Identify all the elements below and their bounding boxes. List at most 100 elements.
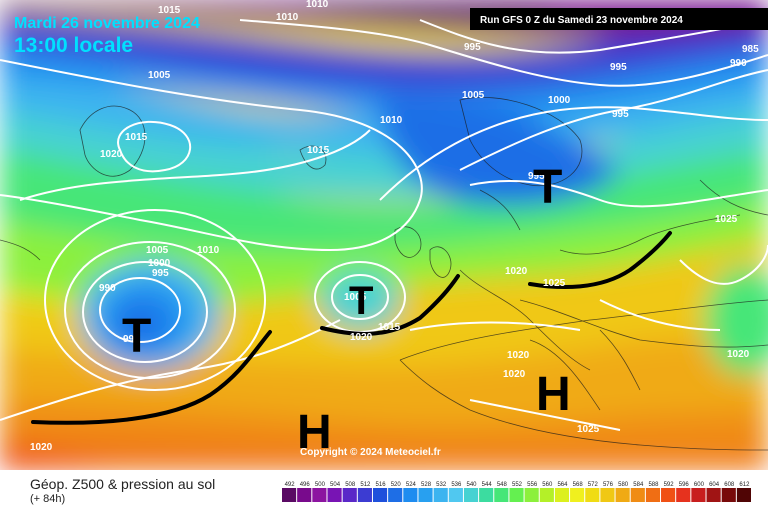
scale-swatch xyxy=(327,488,342,502)
isobar-label: 1025 xyxy=(577,424,600,435)
isobar-label: 1000 xyxy=(148,258,171,269)
scale-swatch xyxy=(585,488,600,502)
scale-swatch xyxy=(312,488,327,502)
scale-swatch xyxy=(600,488,615,502)
forecast-date: Mardi 26 novembre 2024 xyxy=(14,15,200,32)
troughs xyxy=(31,231,672,425)
isobar-label: 1000 xyxy=(548,95,571,106)
isobar-label: 985 xyxy=(742,44,759,55)
isobar-label: 995 xyxy=(152,268,169,279)
isobar-label: 995 xyxy=(123,334,140,345)
scale-tick-label: 568 xyxy=(573,482,584,488)
isobar-label: 1005 xyxy=(148,70,171,81)
isobar-label: 1020 xyxy=(507,350,530,361)
high-pressure-marker: H xyxy=(297,406,332,459)
scale-tick-label: 536 xyxy=(451,482,462,488)
scale-tick-label: 544 xyxy=(482,482,493,488)
scale-tick-label: 540 xyxy=(467,482,478,488)
isobar-label: 1015 xyxy=(307,145,330,156)
scale-tick-label: 520 xyxy=(391,482,402,488)
isobar-label: 1005 xyxy=(344,292,367,303)
scale-swatch xyxy=(706,488,721,502)
isobar-label: 990 xyxy=(730,58,747,69)
scale-tick-label: 604 xyxy=(709,482,720,488)
isobar-label: 1025 xyxy=(543,278,566,289)
scale-swatch xyxy=(297,488,312,502)
run-banner xyxy=(470,8,768,30)
isobar-label: 1020 xyxy=(727,349,750,360)
scale-swatch xyxy=(676,488,691,502)
legend-title: Géop. Z500 & pression au sol xyxy=(30,476,216,492)
scale-tick-label: 564 xyxy=(557,482,568,488)
low-pressure-marker: T xyxy=(122,310,151,363)
scale-swatch xyxy=(615,488,630,502)
isobar-label: 1015 xyxy=(158,5,181,16)
scale-swatch xyxy=(479,488,494,502)
scale-tick-label: 524 xyxy=(406,482,417,488)
isobar-label: 1010 xyxy=(380,115,403,126)
scale-swatch xyxy=(509,488,524,502)
scale-tick-label: 592 xyxy=(664,482,675,488)
scale-swatch xyxy=(721,488,736,502)
isobar-label: 1015 xyxy=(125,132,148,143)
scale-tick-label: 560 xyxy=(542,482,553,488)
isobar-labels: 1015 1010 1010 995 995 985 990 1005 1005… xyxy=(30,0,759,453)
scale-swatch xyxy=(388,488,403,502)
scale-tick-label: 572 xyxy=(588,482,599,488)
scale-swatch xyxy=(494,488,509,502)
scale-swatch xyxy=(691,488,706,502)
scale-swatch xyxy=(570,488,585,502)
high-pressure-marker: H xyxy=(536,368,571,421)
isobar-label: 1020 xyxy=(350,332,373,343)
isobar-label: 995 xyxy=(612,109,629,120)
scale-tick-label: 588 xyxy=(648,482,659,488)
scale-swatch xyxy=(418,488,433,502)
isobar-label: 1010 xyxy=(276,12,299,23)
scale-tick-label: 496 xyxy=(300,482,311,488)
scale-tick-label: 532 xyxy=(436,482,447,488)
isobar-label: 1020 xyxy=(505,266,528,277)
scale-tick-label: 528 xyxy=(421,482,432,488)
scale-tick-label: 512 xyxy=(360,482,371,488)
scale-swatch xyxy=(433,488,448,502)
map-header: Mardi 26 novembre 2024 13:00 locale Run … xyxy=(14,8,768,458)
scale-swatch xyxy=(342,488,357,502)
scale-swatch xyxy=(736,488,751,502)
low-pressure-marker: T xyxy=(349,279,373,323)
scale-tick-label: 612 xyxy=(739,482,750,488)
low-pressure-marker: T xyxy=(533,161,562,214)
isobar-label: 1025 xyxy=(715,214,738,225)
scale-tick-label: 548 xyxy=(497,482,508,488)
scale-swatch xyxy=(448,488,463,502)
isobar-label: 990 xyxy=(99,283,116,294)
scale-tick-label: 504 xyxy=(330,482,341,488)
run-info: Run GFS 0 Z du Samedi 23 novembre 2024 xyxy=(480,15,683,26)
scale-swatch xyxy=(524,488,539,502)
isobar-label: 1020 xyxy=(100,149,123,160)
color-scale: 492 496 500 504 508 512 516 520 524 528 532 536 540 5… xyxy=(282,482,751,502)
coastlines xyxy=(0,97,768,451)
scale-swatch xyxy=(630,488,645,502)
scale-tick-label: 608 xyxy=(724,482,735,488)
scale-swatch xyxy=(661,488,676,502)
scale-tick-label: 596 xyxy=(679,482,690,488)
scale-tick-label: 516 xyxy=(376,482,387,488)
scale-tick-label: 552 xyxy=(512,482,523,488)
scale-tick-label: 556 xyxy=(527,482,538,488)
scale-swatch xyxy=(554,488,570,502)
isobar-label: 1015 xyxy=(378,322,401,333)
scale-tick-label: 580 xyxy=(618,482,629,488)
scale-swatch xyxy=(539,488,554,502)
isobar-label: 1020 xyxy=(30,442,53,453)
copyright: Copyright © 2024 Meteociel.fr xyxy=(300,447,441,458)
scale-tick-label: 508 xyxy=(345,482,356,488)
scale-tick-label: 600 xyxy=(694,482,705,488)
scale-swatch xyxy=(372,488,388,502)
scale-swatch xyxy=(463,488,479,502)
pressure-systems: T T T H H xyxy=(122,161,571,459)
scale-swatch xyxy=(282,488,297,502)
isobar-label: 995 xyxy=(610,62,627,73)
isobar-label: 1010 xyxy=(306,0,329,10)
scale-swatch xyxy=(403,488,418,502)
